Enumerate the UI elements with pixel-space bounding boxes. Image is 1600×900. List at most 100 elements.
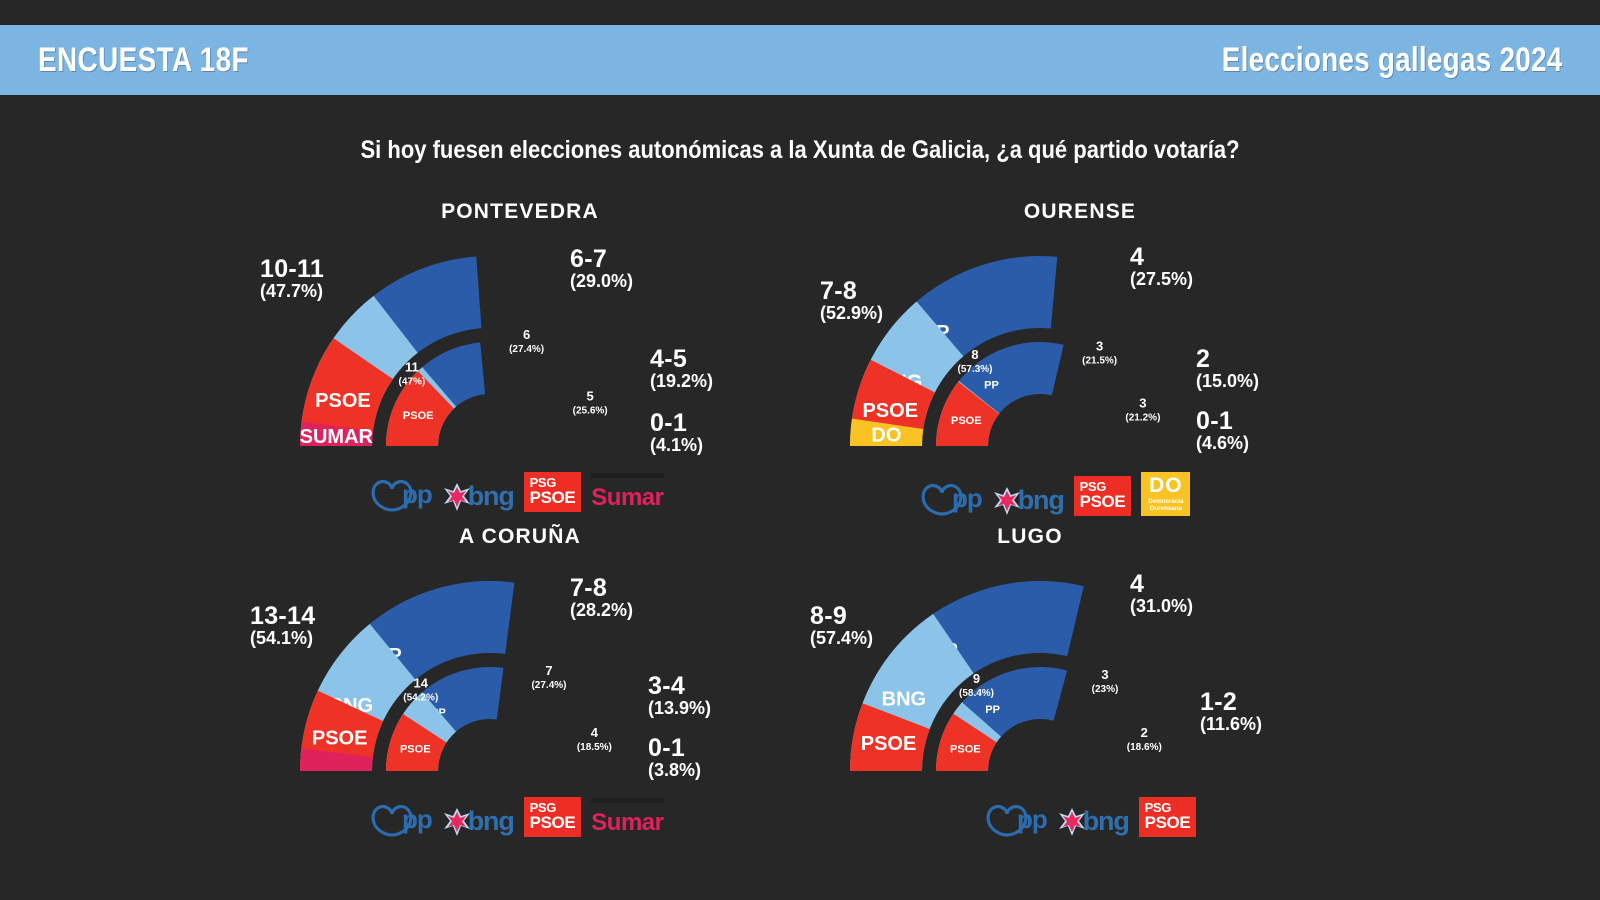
outer-ring: PPBNGPSOEDO [850,256,1058,447]
semicircle-donut-chart: PPBNGPSOESUMARPPBNGPSOE11(47%)6(27.4%)5(… [300,256,608,448]
do-wordmark: DO [1149,474,1183,497]
pp-wordmark: pp [402,803,433,834]
legend-logo-pp: pp [370,801,433,837]
arc-segment-psoe[interactable] [386,713,447,771]
arc-segment-psoe[interactable] [386,371,454,446]
seat-callout-psoe: 2 (15.0%) [1196,346,1259,391]
seat-percent: (28.2%) [570,600,634,620]
seat-range: 2 [1196,345,1211,373]
chart-title: A CORUÑA [459,525,581,548]
semicircle-donut-chart: PPBNGPSOEDOPPBNGPSOE8(57.3%)3(21.5%)3(21… [850,256,1160,447]
seat-callout-bng: 4 (31.0%) [1130,571,1193,616]
seat-range: 7-8 [820,277,858,305]
arc-segment-sumar[interactable] [300,421,373,446]
inner-ring: PPBNGPSOE [936,341,1064,446]
inner-ring: PPBNGPSOE [936,667,1068,771]
inner-seats-psoe: 5 [587,389,594,404]
inner-pct-pp: (54.2%) [403,693,438,704]
inner-seats-pp: 9 [973,671,980,686]
seat-percent: (19.2%) [650,371,714,391]
seat-percent: (4.1%) [650,435,704,455]
seat-percent: (13.9%) [648,698,712,718]
arc-segment-psoe[interactable] [936,381,1000,446]
pp-wordmark: pp [952,482,983,513]
legend-row: pp bng PSG PSOE Sumar [370,472,664,513]
inner-pct-bng: (27.4%) [531,680,566,691]
inner-pct-bng: (27.4%) [509,344,544,355]
inner-ring: PPBNGPSOE [386,667,504,771]
psoe-psg-text: PSG [1144,800,1172,815]
arc-segment-sumar[interactable] [300,748,373,771]
chart-title: OURENSE [1023,200,1137,223]
seat-range: 0-1 [648,734,686,762]
arc-segment-psoe[interactable] [936,713,997,771]
inner-seats-pp: 8 [971,347,978,362]
arc-segment-psoe[interactable] [300,338,393,446]
seat-percent: (47.7%) [260,281,324,301]
seat-percent: (4.6%) [1196,433,1250,453]
seat-range: 7-8 [570,574,608,602]
seat-percent: (54.1%) [250,628,314,648]
seat-callout-pp: 8-9 (57.4%) [810,603,873,648]
legend-logo-psoe: PSG PSOE [1138,797,1197,838]
seat-percent: (11.6%) [1200,714,1263,734]
legend-logo-sumar: Sumar [591,798,664,837]
inner-pct-pp: (58.4%) [959,688,994,699]
sumar-wordmark: Sumar [591,484,664,512]
seat-range: 10-11 [260,255,325,283]
seat-range: 8-9 [810,602,848,630]
inner-pct-pp: (57.3%) [957,364,992,375]
outer-ring: PPBNGPSOE [300,581,515,771]
arc-label-psoe: PSOE [950,743,981,755]
do-subtitle: Democracia Ourensana [1148,498,1184,513]
arc-label-bng: BNG [882,689,926,711]
header-right-title: Elecciones gallegas 2024 [1221,40,1562,79]
inner-pct-bng: (23%) [1092,684,1119,695]
inner-pct-psoe: (18.6%) [1127,742,1162,753]
inner-ring: PPBNGPSOE [386,342,486,446]
legend-logo-pp: pp [370,476,433,512]
legend-logo-bng: bng [442,806,515,837]
arc-label-psoe: PSOE [951,415,982,427]
seat-callout-pp: 13-14 (54.1%) [250,603,315,648]
bng-wordmark: bng [467,806,515,837]
psoe-psoe-text: PSOE [529,487,576,507]
psoe-psoe-text: PSOE [1144,812,1191,832]
arc-segment-do[interactable] [850,418,924,446]
seat-range: 4 [1130,243,1145,271]
seat-callout-do: 0-1 (4.6%) [1196,408,1249,453]
seat-range: 0-1 [1196,407,1234,435]
inner-seats-psoe: 4 [591,725,599,740]
seat-range: 4-5 [650,345,688,373]
arc-label-pp: PP [985,704,1000,716]
arc-segment-psoe[interactable] [850,703,930,771]
legend-logo-bng: bng [992,485,1065,516]
psoe-psg-text: PSG [529,800,557,815]
pp-heart-icon [371,480,413,512]
inner-ring-callouts: 9 (58.4%) 3 (23%) 2 (18.6%) [959,667,1162,753]
arc-label-psoe: PSOE [315,390,371,412]
psoe-psg-text: PSG [529,475,557,490]
legend-row: pp bng PSG PSOE Sumar [370,797,664,838]
psoe-psoe-text: PSOE [1079,491,1126,511]
arc-label-psoe: PSOE [312,727,368,749]
inner-seats-bng: 7 [545,663,552,678]
chart-title: PONTEVEDRA [441,200,599,223]
arc-label-pp: PP [984,380,999,392]
arc-label-psoe: PSOE [861,733,917,755]
seat-callout-pp: 10-11 (47.7%) [260,256,324,301]
seat-callout-sumar: 0-1 (3.8%) [648,735,701,780]
inner-seats-pp: 14 [414,676,429,691]
semicircle-donut-chart: PPBNGPSOEPPBNGPSOE14(54.2%)7(27.4%)4(18.… [300,581,612,771]
psoe-psg-text: PSG [1079,479,1107,495]
bng-star-icon [443,483,470,512]
seat-callout-psoe: 3-4 (13.9%) [648,673,711,718]
bng-wordmark: bng [1082,806,1130,837]
semicircle-donut-chart: PPBNGPSOEPPBNGPSOE9(58.4%)3(23%)2(18.6%) [850,580,1162,771]
pp-wordmark: pp [1017,803,1048,834]
chart-pontevedra: PONTEVEDRAPPBNGPSOESUMARPPBNGPSOE11(47%)… [250,200,870,530]
seat-callout-bng: 6-7 (29.0%) [570,246,633,291]
seat-callout-bng: 7-8 (28.2%) [570,575,633,620]
seat-percent: (52.9%) [820,303,884,323]
inner-pct-bng: (21.5%) [1082,355,1117,366]
